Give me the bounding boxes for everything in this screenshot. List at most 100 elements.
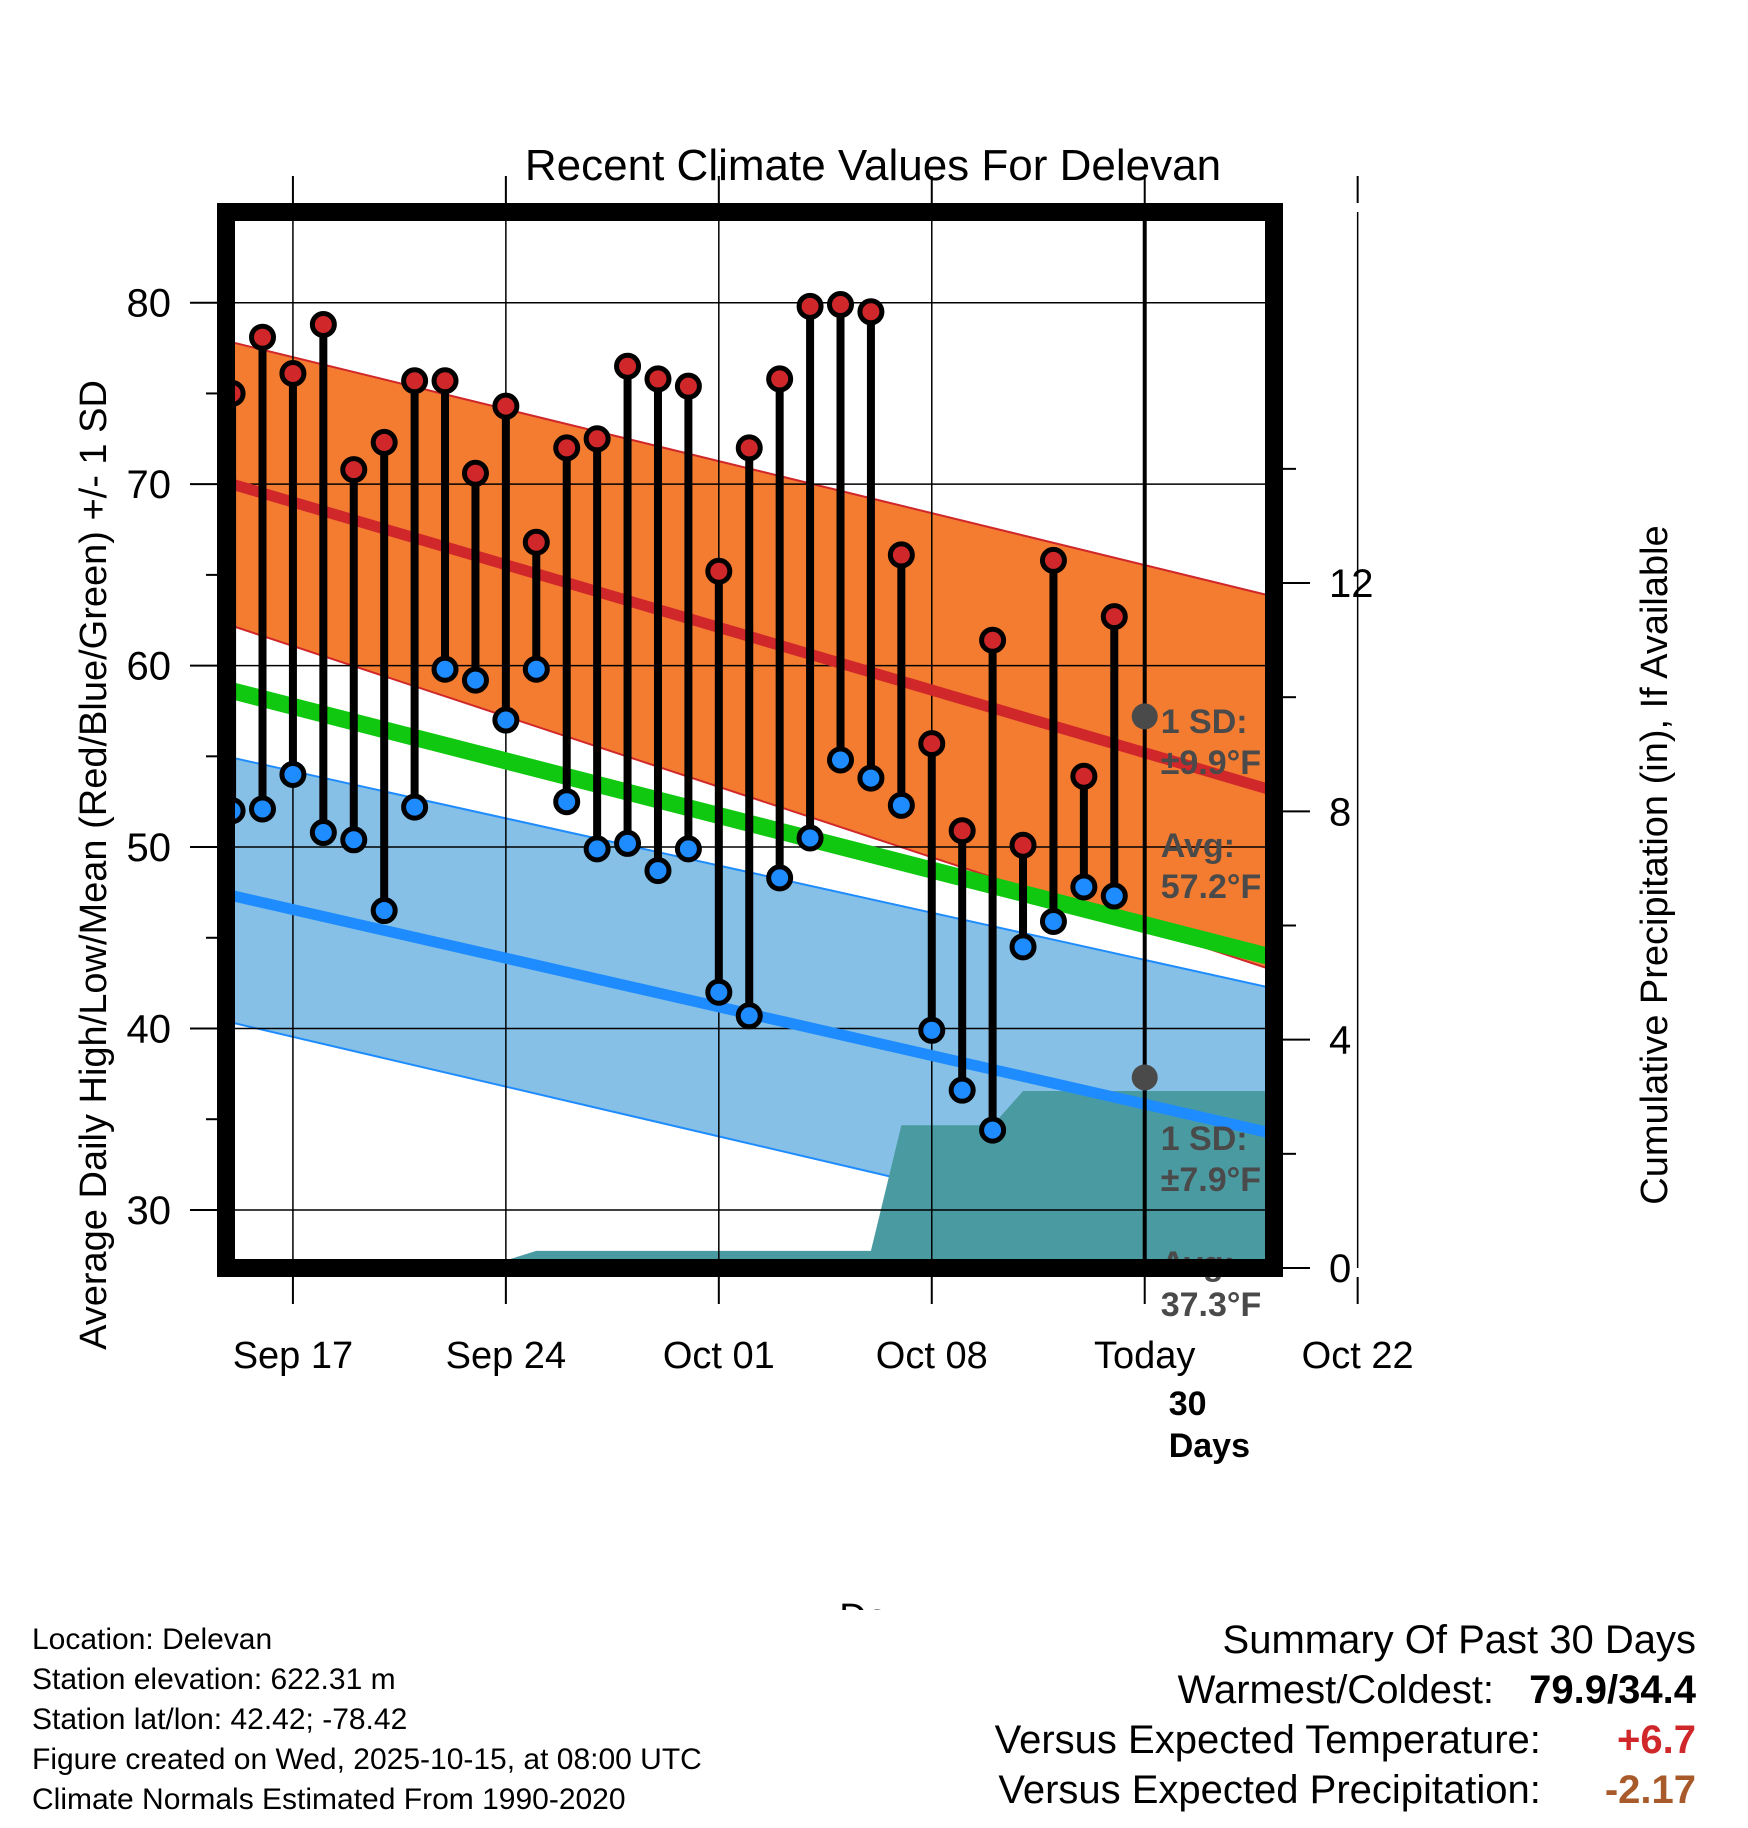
daily-high-point [857,298,885,326]
summary-warmest-row: Warmest/Coldest: 79.9/34.4 [995,1665,1696,1715]
daily-high-point [1009,831,1037,859]
daily-low-point [857,764,885,792]
daily-high-point [522,528,550,556]
daily-low-point [796,824,824,852]
daily-low-point [614,829,642,857]
daily-low-point [340,826,368,854]
today-high-avg-marker [1131,703,1158,730]
low-sd-value: ±7.9°F [1161,1161,1261,1199]
daily-high-point [614,352,642,380]
y-tick-label: 50 [127,826,172,870]
daily-low-point [309,819,337,847]
x-tick-label: Oct 08 [876,1335,988,1377]
daily-high-point [948,817,976,845]
summary-title: Summary Of Past 30 Days [1222,1618,1696,1662]
elevation-text: Station elevation: 622.31 m [32,1663,396,1696]
daily-low-point [948,1076,976,1104]
daily-low-point [401,793,429,821]
daily-high-point [827,291,855,319]
daily-high-point [705,557,733,585]
daily-low-point [705,978,733,1006]
y-tick-label: 80 [127,282,172,326]
daily-low-point [249,795,277,823]
today-low-avg-marker [1131,1064,1158,1091]
y-axis-label: Average Daily High/Low/Mean (Red/Blue/Gr… [73,380,115,1350]
y2-tick-label: 4 [1329,1019,1351,1063]
y2-axis-label: Cumulative Precipitation (in), If Availa… [1634,525,1676,1204]
y-tick-label: 70 [127,463,172,507]
climate-chart: Recent Climate Values For Delevan 1 SD:±… [73,141,1676,1610]
daily-high-point [370,428,398,456]
daily-high-point [431,367,459,395]
normals-text: Climate Normals Estimated From 1990-2020 [32,1783,626,1816]
daily-low-point [1100,882,1128,910]
latlon-text: Station lat/lon: 42.42; -78.42 [32,1703,408,1736]
daily-low-point [674,835,702,863]
daily-low-point [1039,907,1067,935]
x-tick-label: Sep 24 [446,1335,566,1377]
y2-tick-label: 12 [1329,562,1374,606]
precip-anomaly-value: -2.17 [1604,1768,1696,1812]
x-axis-label: Day [839,1597,907,1610]
y2-tick-label: 0 [1329,1247,1351,1291]
daily-low-point [522,655,550,683]
low-avg-value: 37.3°F [1161,1286,1262,1324]
station-info: Location: Delevan Station elevation: 622… [32,1620,702,1820]
y-tick-label: 60 [127,645,172,689]
high-avg-label: Avg: [1161,827,1235,865]
x-tick-label: Oct 22 [1302,1335,1414,1377]
y-tick-label: 30 [127,1189,172,1233]
x-tick-label: Oct 01 [663,1335,775,1377]
daily-high-point [553,434,581,462]
daily-high-point [644,365,672,393]
precip-anomaly-label: Versus Expected Precipitation: [998,1768,1541,1812]
warmest-label: Warmest/Coldest: [1177,1668,1495,1712]
y2-tick-label: 8 [1329,790,1351,834]
daily-low-point [492,706,520,734]
daily-low-point [1009,933,1037,961]
x-tick-label: Today [1094,1335,1195,1377]
daily-high-point [583,425,611,453]
daily-low-point [279,760,307,788]
high-sd-label: 1 SD: [1161,703,1248,741]
daily-high-point [1070,762,1098,790]
daily-high-point [461,459,489,487]
summary-panel: Summary Of Past 30 Days Warmest/Coldest:… [995,1615,1696,1815]
daily-low-point [583,835,611,863]
daily-high-point [766,365,794,393]
daily-high-point [887,541,915,569]
summary-precip-row: Versus Expected Precipitation: -2.17 [995,1765,1696,1815]
high-sd-value: ±9.9°F [1161,744,1261,782]
precipitation-area [226,1091,1274,1268]
daily-low-point [553,788,581,816]
daily-low-point [918,1016,946,1044]
summary-temp-row: Versus Expected Temperature: +6.7 [995,1715,1696,1765]
plot-frame [217,203,1283,1277]
location-text: Location: Delevan [32,1623,273,1656]
daily-low-point [735,1002,763,1030]
warmest-value: 79.9/34.4 [1529,1668,1696,1712]
daily-high-point [249,323,277,351]
daily-low-point [370,897,398,925]
y-tick-label: 40 [127,1007,172,1051]
daily-low-point [461,666,489,694]
daily-low-point [766,864,794,892]
daily-high-point [735,434,763,462]
daily-high-point [674,372,702,400]
daily-high-point [1100,603,1128,631]
daily-high-point [279,359,307,387]
x-tick-label: Sep 17 [233,1335,353,1377]
created-text: Figure created on Wed, 2025-10-15, at 08… [32,1743,702,1776]
high-avg-value: 57.2°F [1161,868,1262,906]
daily-low-point [431,655,459,683]
daily-high-point [340,456,368,484]
daily-high-point [796,292,824,320]
daily-low-point [827,746,855,774]
daily-low-point [979,1116,1007,1144]
chart-title: Recent Climate Values For Delevan [525,141,1221,190]
temp-anomaly-label: Versus Expected Temperature: [994,1718,1541,1762]
precip-days-label-2: Days [1169,1427,1250,1465]
temp-anomaly-value: +6.7 [1617,1718,1696,1762]
daily-high-point [979,626,1007,654]
